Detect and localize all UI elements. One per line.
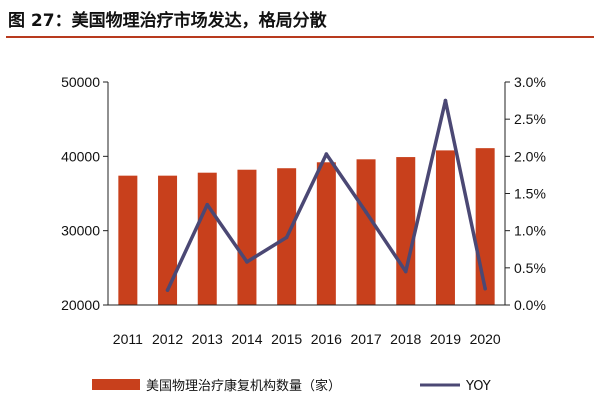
y-right-tick-label: 2.0% <box>514 148 546 164</box>
x-tick-label-2012: 2012 <box>152 331 183 347</box>
x-tick-label-2020: 2020 <box>470 331 501 347</box>
x-tick-label-2017: 2017 <box>350 331 381 347</box>
bar-2013 <box>197 172 217 305</box>
x-tick-label-2018: 2018 <box>390 331 421 347</box>
y-left-tick-label: 50000 <box>61 74 100 90</box>
yoy-point-2017 <box>364 210 368 214</box>
y-left-tick-label: 30000 <box>61 223 100 239</box>
x-tick-label-2019: 2019 <box>430 331 461 347</box>
x-tick-label-2013: 2013 <box>192 331 223 347</box>
bar-2019 <box>435 150 455 305</box>
legend-label-line: YOY <box>465 379 491 394</box>
bar-2016 <box>316 162 336 305</box>
y-right-tick-label: 2.5% <box>514 111 546 127</box>
yoy-point-2012 <box>165 288 170 292</box>
bar-2011 <box>118 175 138 305</box>
y-left-tick-label: 40000 <box>61 148 100 164</box>
yoy-point-2016 <box>324 152 329 156</box>
legend-label-bar: 美国物理治疗康复机构数量（家） <box>146 378 341 394</box>
bar-2017 <box>356 159 376 305</box>
yoy-point-2014 <box>245 260 249 264</box>
chart-title: 图 27：美国物理治疗市场发达，格局分散 <box>8 11 327 31</box>
title-rule <box>6 36 594 38</box>
y-left-tick-label: 20000 <box>61 297 100 313</box>
y-right-tick-label: 0.5% <box>514 260 546 276</box>
y-right-tick-label: 1.0% <box>514 223 546 239</box>
y-right-tick-label: 3.0% <box>514 74 546 90</box>
yoy-point-2020 <box>483 286 487 291</box>
x-tick-label-2015: 2015 <box>271 331 302 347</box>
yoy-point-2015 <box>284 235 289 240</box>
yoy-point-2019 <box>443 98 448 103</box>
y-right-tick-label: 0.0% <box>514 297 546 313</box>
x-tick-label-2011: 2011 <box>113 331 143 347</box>
x-tick-label-2016: 2016 <box>311 331 342 347</box>
yoy-point-2018 <box>403 269 408 274</box>
x-tick-label-2014: 2014 <box>231 331 262 347</box>
bar-2014 <box>237 169 257 305</box>
bar-2012 <box>158 175 178 305</box>
y-right-tick-label: 1.5% <box>514 186 546 202</box>
bar-2018 <box>396 157 416 305</box>
yoy-point-2013 <box>205 202 210 207</box>
legend-swatch-bar <box>92 379 140 390</box>
